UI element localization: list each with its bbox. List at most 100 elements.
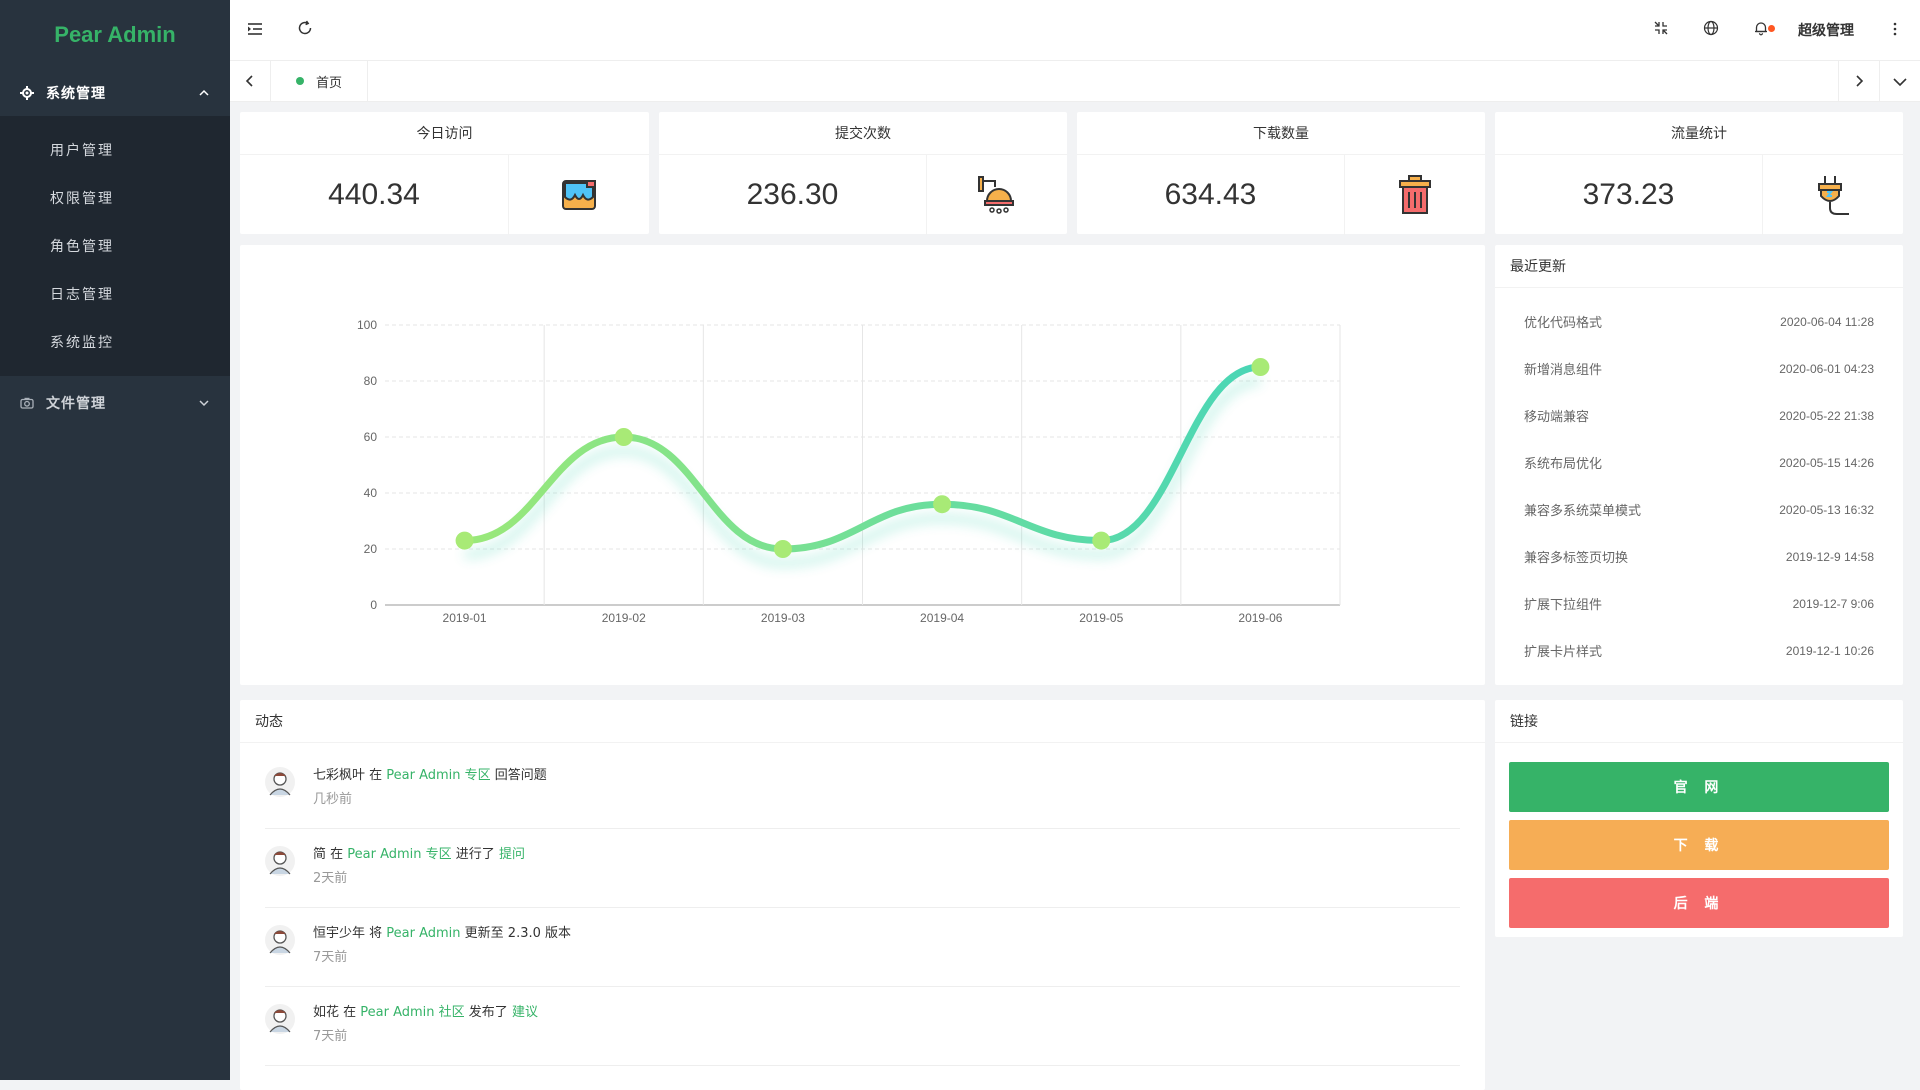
update-row[interactable]: 扩展卡片样式 2019-12-1 10:26 — [1510, 627, 1888, 674]
recent-updates-list: 优化代码格式 2020-06-04 11:28 新增消息组件 2020-06-01 … — [1495, 288, 1903, 674]
x-tick-label: 2019-04 — [920, 611, 964, 625]
download-button[interactable]: 下 载 — [1509, 820, 1889, 870]
x-tick-label: 2019-01 — [443, 611, 487, 625]
x-tick-label: 2019-06 — [1238, 611, 1282, 625]
chart-card: 0 20 40 60 80 100 2019-01 2019-02 2019-03 2019-04… — [240, 245, 1485, 685]
activity-target-link[interactable]: Pear Admin 专区 — [386, 768, 491, 783]
update-text: 兼容多系统菜单模式 — [1524, 504, 1642, 519]
activity-user: 七彩枫叶 — [313, 768, 366, 783]
activity-action-link[interactable]: 建议 — [511, 1005, 538, 1020]
x-tick-label: 2019-02 — [602, 611, 646, 625]
stat-title: 提交次数 — [659, 112, 1067, 155]
avatar[interactable] — [265, 846, 295, 876]
activity-text: 回答问题 — [490, 768, 547, 783]
camera-icon — [20, 396, 34, 410]
notification-button[interactable] — [1736, 0, 1786, 60]
official-site-button[interactable]: 官 网 — [1509, 762, 1889, 812]
update-row[interactable]: 扩展下拉组件 2019-12-7 9:06 — [1510, 580, 1888, 627]
activity-text: 更新至 2.3.0 版本 — [460, 926, 572, 941]
activity-target-link[interactable]: Pear Admin 专区 — [347, 847, 452, 862]
y-tick-label: 60 — [364, 430, 378, 444]
sidebar-item-roles[interactable]: 角色管理 — [50, 239, 114, 255]
update-row[interactable]: 兼容多标签页切换 2019-12-9 14:58 — [1510, 533, 1888, 580]
tab-bar: 首页 — [230, 61, 1920, 102]
menu-group-files[interactable]: 文件管理 — [0, 380, 230, 426]
activity-time: 7天前 — [313, 950, 348, 965]
globe-icon — [1703, 20, 1719, 40]
activity-card: 动态 七彩枫叶 在 Pear Admin 专区 回答问题 几秒前 简 在 Pea… — [240, 700, 1485, 1090]
activity-action-link[interactable]: 提问 — [498, 847, 525, 862]
sidebar-item-monitor[interactable]: 系统监控 — [50, 335, 114, 351]
series-line-shadow — [464, 377, 1261, 568]
fullscreen-exit-icon — [1653, 20, 1669, 40]
refresh-icon — [297, 20, 313, 40]
stat-title: 下载数量 — [1077, 112, 1485, 155]
avatar[interactable] — [265, 925, 295, 955]
update-text: 扩展下拉组件 — [1524, 598, 1603, 613]
update-row[interactable]: 系统布局优化 2020-05-15 14:26 — [1510, 439, 1888, 486]
update-date: 2019-12-1 10:26 — [1785, 643, 1874, 658]
sidebar: Pear Admin 系统管理 用户管理 权限管理 角色管理 日志管理 系统监控… — [0, 0, 230, 1080]
activity-item: 简 在 Pear Admin 专区 进行了 提问 2天前 — [265, 830, 1460, 908]
avatar[interactable] — [265, 767, 295, 797]
sidebar-item-logs[interactable]: 日志管理 — [50, 287, 114, 303]
update-date: 2020-06-04 11:28 — [1780, 314, 1874, 329]
refresh-button[interactable] — [280, 0, 330, 60]
stat-value: 440.34 — [240, 155, 509, 235]
menu-group-label: 文件管理 — [46, 396, 106, 412]
avatar[interactable] — [265, 1004, 295, 1034]
activity-user: 恒宇少年 — [313, 926, 366, 941]
tab-scroll-left-button[interactable] — [230, 61, 271, 101]
data-point — [614, 428, 633, 446]
activity-item: 七彩枫叶 在 Pear Admin 专区 回答问题 几秒前 — [265, 751, 1460, 829]
x-tick-label: 2019-05 — [1079, 611, 1123, 625]
recent-updates-title: 最近更新 — [1495, 245, 1903, 288]
chevron-down-icon — [198, 397, 210, 409]
more-vertical-icon — [1893, 21, 1897, 40]
update-date: 2020-05-15 14:26 — [1779, 455, 1874, 470]
activity-item: 如花 在 Pear Admin 社区 发布了 建议 7天前 — [265, 988, 1460, 1066]
update-row[interactable]: 兼容多系统菜单模式 2020-05-13 16:32 — [1510, 486, 1888, 533]
update-text: 系统布局优化 — [1524, 457, 1603, 472]
data-point — [1251, 358, 1270, 376]
paint-bucket-icon — [509, 155, 649, 235]
y-tick-label: 0 — [370, 598, 377, 612]
update-text: 扩展卡片样式 — [1524, 645, 1603, 660]
stat-value: 236.30 — [659, 155, 927, 235]
more-button[interactable] — [1870, 0, 1920, 60]
menu-fold-button[interactable] — [230, 0, 280, 60]
power-plug-icon — [1763, 155, 1903, 235]
sidebar-item-users[interactable]: 用户管理 — [50, 143, 114, 159]
line-chart: 0 20 40 60 80 100 2019-01 2019-02 2019-03 2019-04… — [357, 318, 1341, 625]
shower-icon — [927, 155, 1067, 235]
links-title: 链接 — [1495, 700, 1903, 743]
user-menu[interactable]: 超级管理 — [1798, 23, 1854, 39]
activity-list: 七彩枫叶 在 Pear Admin 专区 回答问题 几秒前 简 在 Pear A… — [240, 743, 1485, 1066]
app-logo[interactable]: Pear Admin — [54, 22, 176, 47]
update-row[interactable]: 优化代码格式 2020-06-04 11:28 — [1510, 298, 1888, 345]
tab-home[interactable]: 首页 — [271, 61, 369, 101]
menu-group-system[interactable]: 系统管理 — [0, 70, 230, 116]
menu-fold-icon — [247, 21, 263, 40]
sidebar-item-permissions[interactable]: 权限管理 — [50, 191, 114, 207]
tab-scroll-right-button[interactable] — [1838, 61, 1879, 101]
recent-updates-card: 最近更新 优化代码格式 2020-06-04 11:28 新增消息组件 2020-0… — [1495, 245, 1903, 685]
tab-options-button[interactable] — [1879, 61, 1920, 101]
gear-icon — [20, 86, 34, 100]
data-point — [1092, 531, 1111, 550]
activity-text: 将 — [365, 926, 387, 941]
activity-time: 2天前 — [313, 871, 348, 886]
update-row[interactable]: 移动端兼容 2020-05-22 21:38 — [1510, 392, 1888, 439]
chevron-right-icon — [1854, 72, 1864, 91]
stat-card-submits: 提交次数 236.30 — [659, 112, 1067, 235]
activity-target-link[interactable]: Pear Admin 社区 — [360, 1005, 465, 1020]
language-button[interactable] — [1686, 0, 1736, 60]
activity-text: 进行了 — [451, 847, 499, 862]
activity-target-link[interactable]: Pear Admin — [386, 926, 461, 941]
y-tick-label: 40 — [364, 486, 378, 500]
fullscreen-button[interactable] — [1636, 0, 1686, 60]
stat-value: 373.23 — [1495, 155, 1763, 235]
backend-button[interactable]: 后 端 — [1509, 878, 1889, 928]
chevron-left-icon — [245, 72, 255, 91]
update-row[interactable]: 新增消息组件 2020-06-01 04:23 — [1510, 345, 1888, 392]
